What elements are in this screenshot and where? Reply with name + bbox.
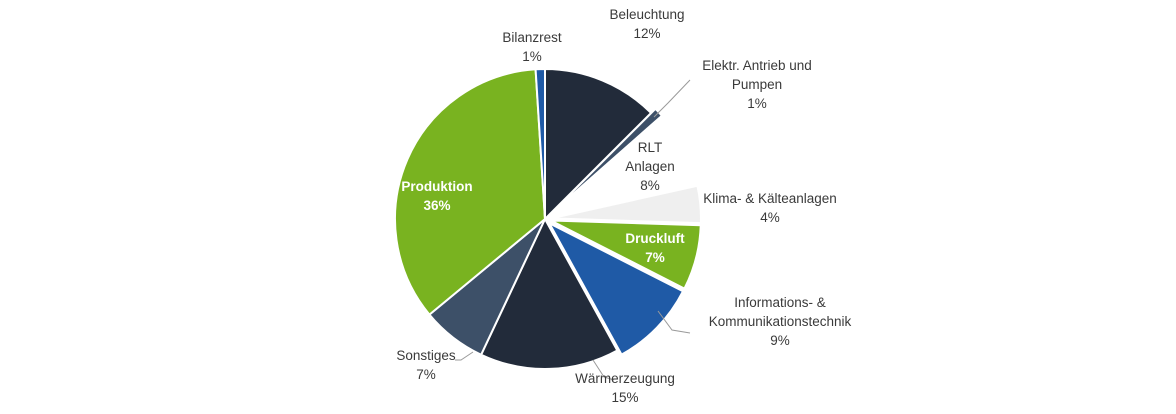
slice-name: Kommunikationstechnik (709, 314, 852, 329)
slice-percent: 1% (522, 49, 542, 64)
slice-name: Pumpen (732, 77, 782, 92)
slice-percent: 15% (611, 390, 638, 405)
pie-slice-10 (534, 67, 546, 220)
slice-percent: 4% (760, 210, 780, 225)
slice-name: Bilanzrest (502, 30, 562, 45)
slice-name: Wärmerzeugung (575, 371, 675, 386)
slice-name: Druckluft (625, 231, 685, 246)
slice-label-7: Wärmerzeugung 15% (575, 371, 675, 405)
pie-slice-7 (479, 216, 619, 370)
pie-slice-6 (546, 220, 685, 356)
pie-slice-5 (550, 219, 702, 290)
slice-percent: 36% (423, 198, 450, 213)
slice-percent: 12% (633, 26, 660, 41)
slice-percent: 7% (645, 250, 665, 265)
slice-percent: 9% (770, 333, 790, 348)
slice-name: Anlagen (625, 159, 675, 174)
slice-labels: Beleuchtung 12% Elektr. Antrieb und Pumpen 1… (396, 7, 851, 405)
leader-line-6 (657, 310, 691, 334)
slice-label-5: Druckluft 7% (625, 231, 685, 265)
slice-label-3: RLT Anlagen 8% (625, 140, 675, 193)
slice-name: Informations- & (734, 295, 826, 310)
slice-percent: 8% (640, 178, 660, 193)
slice-name: RLT (638, 140, 663, 155)
slice-label-4: Klima- & Kälteanlagen 4% (703, 191, 837, 225)
pie-slice-9 (394, 68, 547, 317)
pie-slice-1 (544, 67, 653, 222)
slice-name: Produktion (401, 179, 472, 194)
leader-line-2 (653, 79, 691, 118)
pie-slices (394, 67, 702, 370)
slice-name: Sonstiges (396, 348, 456, 363)
slice-label-1: Beleuchtung 12% (609, 7, 684, 41)
leader-lines (455, 79, 691, 381)
slice-label-6: Informations- & Kommunikationstechnik 9% (709, 295, 852, 348)
slice-label-8: Sonstiges 7% (396, 348, 456, 382)
leader-line-8 (455, 351, 474, 361)
slice-label-9: Produktion 36% (401, 179, 472, 213)
slice-name: Klima- & Kälteanlagen (703, 191, 837, 206)
slice-percent: 1% (747, 96, 767, 111)
leader-line-7 (592, 359, 615, 381)
pie-slice-4 (550, 184, 702, 225)
slice-name: Elektr. Antrieb und (702, 58, 812, 73)
slice-name: Beleuchtung (609, 7, 684, 22)
slice-percent: 7% (416, 367, 436, 382)
slice-label-2: Elektr. Antrieb und Pumpen 1% (702, 58, 812, 111)
slice-label-10: Bilanzrest 1% (502, 30, 562, 64)
